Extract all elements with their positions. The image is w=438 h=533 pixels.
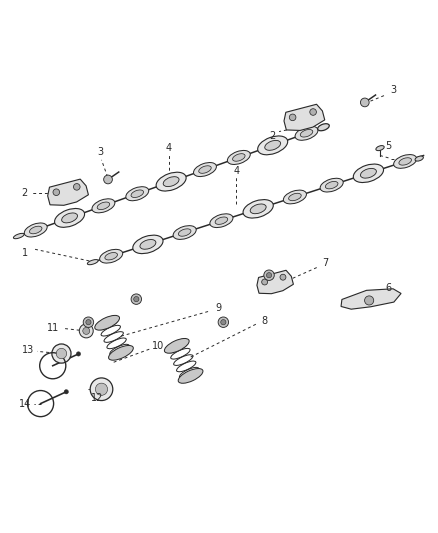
Text: 7: 7: [322, 258, 329, 268]
Ellipse shape: [199, 166, 211, 173]
Circle shape: [56, 349, 67, 359]
Circle shape: [86, 320, 91, 325]
Ellipse shape: [55, 208, 85, 227]
Circle shape: [266, 272, 272, 278]
Ellipse shape: [131, 190, 144, 198]
Text: 12: 12: [91, 393, 103, 403]
Text: 14: 14: [19, 399, 32, 409]
Polygon shape: [257, 270, 293, 294]
Ellipse shape: [258, 136, 288, 155]
Ellipse shape: [178, 229, 191, 236]
Ellipse shape: [289, 193, 301, 201]
Ellipse shape: [265, 140, 281, 150]
Circle shape: [360, 98, 369, 107]
Ellipse shape: [325, 181, 338, 189]
Ellipse shape: [62, 213, 78, 223]
Ellipse shape: [227, 150, 250, 165]
Circle shape: [53, 189, 60, 196]
Ellipse shape: [24, 223, 47, 237]
Circle shape: [290, 114, 296, 120]
Ellipse shape: [163, 176, 179, 187]
Text: 4: 4: [233, 166, 240, 176]
Ellipse shape: [173, 225, 196, 239]
Ellipse shape: [215, 217, 228, 224]
Ellipse shape: [318, 124, 329, 131]
Ellipse shape: [87, 260, 98, 265]
Circle shape: [310, 109, 316, 115]
Ellipse shape: [156, 172, 186, 191]
Ellipse shape: [353, 164, 384, 182]
Circle shape: [79, 324, 93, 338]
Ellipse shape: [210, 214, 233, 228]
Circle shape: [90, 378, 113, 400]
Ellipse shape: [29, 226, 42, 234]
Circle shape: [218, 317, 229, 327]
Polygon shape: [48, 179, 88, 205]
Ellipse shape: [92, 199, 115, 213]
Circle shape: [64, 390, 68, 394]
Ellipse shape: [109, 345, 133, 360]
Circle shape: [95, 383, 108, 395]
Text: 10: 10: [152, 341, 164, 351]
Ellipse shape: [164, 338, 189, 353]
Ellipse shape: [99, 249, 123, 263]
Ellipse shape: [95, 316, 120, 330]
Text: 2: 2: [21, 188, 27, 198]
Polygon shape: [341, 289, 401, 309]
Ellipse shape: [178, 368, 203, 383]
Text: 11: 11: [46, 324, 59, 333]
Text: 4: 4: [166, 143, 172, 152]
Circle shape: [76, 352, 81, 356]
Polygon shape: [284, 104, 325, 131]
Ellipse shape: [105, 253, 117, 260]
Ellipse shape: [194, 163, 216, 176]
Text: 8: 8: [261, 316, 268, 326]
Ellipse shape: [14, 233, 24, 239]
Circle shape: [83, 317, 94, 327]
Circle shape: [280, 274, 286, 280]
Text: 3: 3: [98, 148, 104, 157]
Text: 5: 5: [385, 141, 392, 150]
Ellipse shape: [295, 126, 318, 140]
Circle shape: [364, 296, 374, 305]
Circle shape: [131, 294, 141, 304]
Ellipse shape: [376, 146, 384, 151]
Ellipse shape: [300, 130, 313, 137]
Ellipse shape: [394, 155, 417, 168]
Ellipse shape: [360, 168, 376, 178]
Circle shape: [264, 270, 274, 280]
Circle shape: [134, 296, 139, 302]
Text: 1: 1: [22, 248, 28, 259]
Ellipse shape: [126, 187, 149, 201]
Ellipse shape: [243, 200, 273, 218]
Ellipse shape: [97, 202, 110, 209]
Text: 9: 9: [215, 303, 221, 313]
Circle shape: [83, 327, 90, 334]
Ellipse shape: [320, 178, 343, 192]
Circle shape: [104, 175, 113, 184]
Text: 13: 13: [22, 345, 35, 355]
Ellipse shape: [283, 190, 307, 204]
Ellipse shape: [140, 239, 156, 249]
Circle shape: [261, 279, 268, 285]
Text: 6: 6: [386, 283, 392, 293]
Ellipse shape: [399, 158, 411, 165]
Circle shape: [74, 183, 80, 190]
Ellipse shape: [250, 204, 266, 214]
Ellipse shape: [133, 235, 163, 254]
Text: 3: 3: [390, 85, 396, 95]
Ellipse shape: [415, 156, 424, 161]
Circle shape: [221, 320, 226, 325]
Text: 2: 2: [269, 131, 275, 141]
Ellipse shape: [233, 154, 245, 161]
Circle shape: [52, 344, 71, 363]
